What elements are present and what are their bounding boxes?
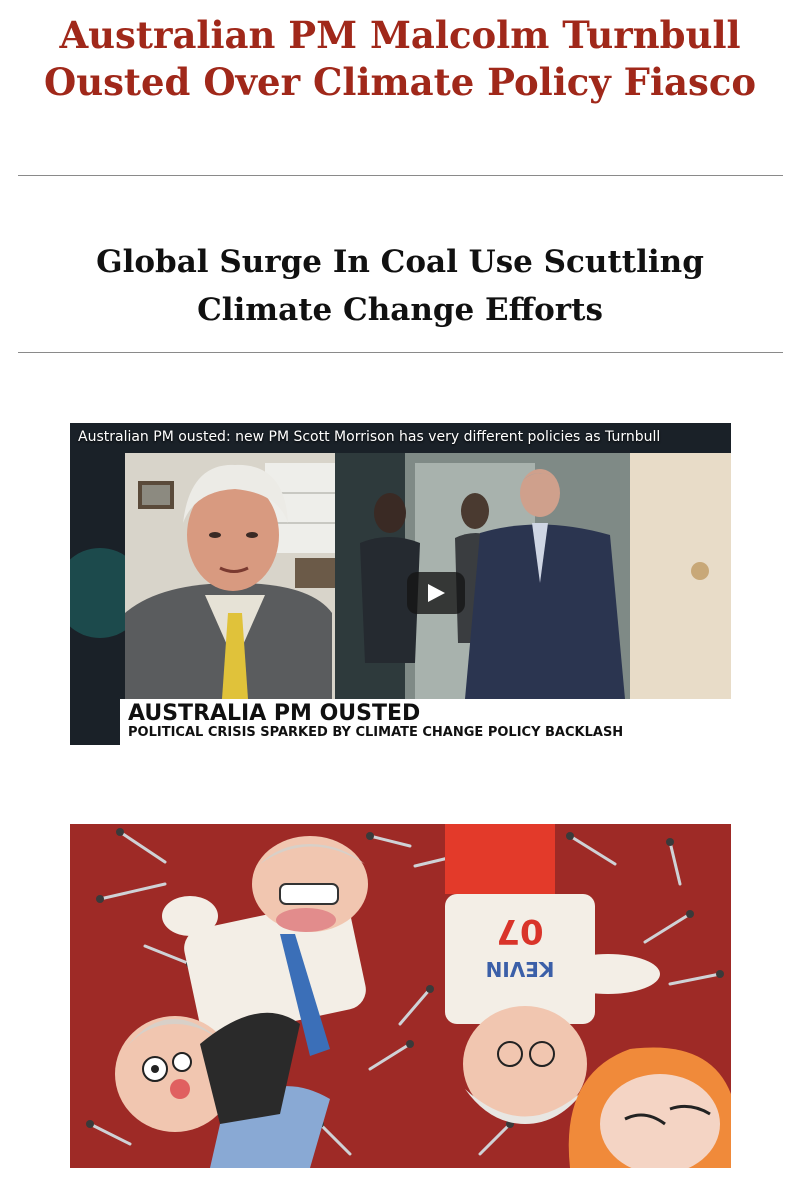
play-icon <box>428 584 445 602</box>
video-thumbnail <box>70 423 731 745</box>
play-button[interactable] <box>407 572 465 614</box>
divider <box>18 352 783 353</box>
video-title[interactable]: Australian PM ousted: new PM Scott Morri… <box>78 429 661 445</box>
divider <box>18 175 783 176</box>
related-article-headline[interactable]: Global Surge In Coal Use Scuttling Clima… <box>96 244 704 328</box>
cartoon-illustration: 07 KEVIN <box>70 824 731 1168</box>
svg-text:KEVIN: KEVIN <box>486 957 555 981</box>
lower-third-headline: AUSTRALIA PM OUSTED <box>128 701 421 726</box>
main-headline: Australian PM Malcolm Turnbull Ousted Ov… <box>43 13 757 104</box>
svg-text:07: 07 <box>496 911 543 951</box>
editorial-cartoon: 07 KEVIN <box>70 824 731 1168</box>
news-lower-third: AUSTRALIA PM OUSTED POLITICAL CRISIS SPA… <box>120 699 731 745</box>
lower-third-subheadline: POLITICAL CRISIS SPARKED BY CLIMATE CHAN… <box>128 725 624 740</box>
video-embed[interactable]: Australian PM ousted: new PM Scott Morri… <box>70 423 731 745</box>
